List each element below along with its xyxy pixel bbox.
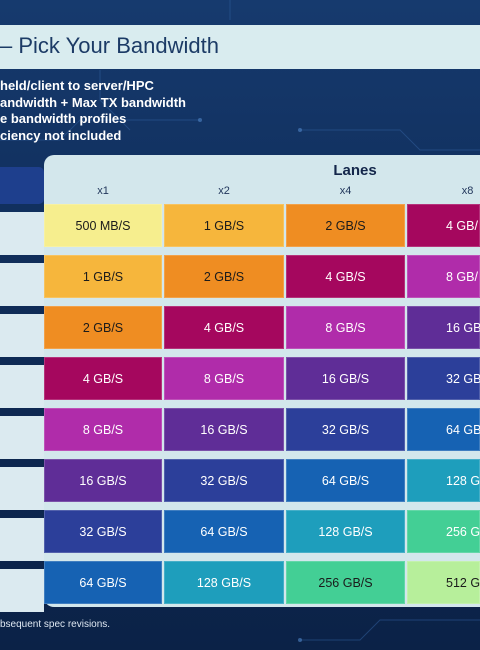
bandwidth-value: 64 GB/S [321,473,370,488]
bandwidth-cell: 64 GB/S [286,459,405,502]
bandwidth-value: 4 GB/S [325,269,366,284]
bandwidth-value: 16 GB/S [200,422,248,437]
bandwidth-value: 32 GB/S [321,422,370,437]
bandwidth-value: 128 GB [446,473,480,488]
row-label-band [0,365,44,408]
bandwidth-value: 32 GB [446,371,480,386]
bandwidth-cell: 2 GB/S [164,255,284,298]
lanes-label: Lanes [333,162,377,179]
bandwidth-value: 16 GB [446,320,480,335]
bandwidth-value: 32 GB/S [200,473,248,488]
row-label-band [0,212,44,255]
bandwidth-cell: 4 GB/S [44,357,162,400]
bandwidth-value: 256 GB [446,524,480,539]
bandwidth-cell: 128 GB [407,459,480,502]
bandwidth-cell: 2 GB/S [44,306,162,349]
bandwidth-cell: 16 GB/S [286,357,405,400]
bandwidth-value: 2 GB/S [325,218,366,233]
row-label-band [0,518,44,561]
bandwidth-cell: 1 GB/S [44,255,162,298]
bandwidth-cell: 1 GB/S [164,204,284,247]
bandwidth-cell: 32 GB/S [44,510,162,553]
title-band [0,25,480,69]
bandwidth-cell: 256 GB [407,510,480,553]
bandwidth-cell: 8 GB/S [44,408,162,451]
lane-column-header: x4 [339,185,352,197]
bandwidth-cell: 512 GB [407,561,480,604]
row-label-band [0,467,44,510]
bandwidth-cell: 4 GB/S [286,255,405,298]
bandwidth-value: 4 GB/S [82,371,124,386]
bandwidth-value: 2 GB/S [203,269,245,284]
lane-column-header: x1 [97,185,109,197]
bandwidth-value: 128 GB/S [318,524,373,539]
lane-column-header: x2 [218,185,230,197]
bandwidth-value: 512 GB [446,575,480,590]
bandwidth-cell: 8 GB/S [286,306,405,349]
bandwidth-value: 4 GB/S [203,320,245,335]
bandwidth-value: 500 MB/S [75,218,131,233]
bandwidth-cell: 8 GB/ [407,255,480,298]
bandwidth-cell: 500 MB/S [44,204,162,247]
bandwidth-cell: 4 GB/S [164,306,284,349]
bandwidth-cell: 2 GB/S [286,204,405,247]
lane-column-header: x8 [461,185,474,197]
bandwidth-cell: 16 GB [407,306,480,349]
bandwidth-cell: 16 GB/S [44,459,162,502]
bandwidth-value: 1 GB/S [203,218,245,233]
bandwidth-value: 16 GB/S [321,371,370,386]
bandwidth-cell: 128 GB/S [164,561,284,604]
bandwidth-value: 64 GB/S [200,524,248,539]
bullet-item: e bandwidth profiles [0,111,127,126]
bandwidth-value: 8 GB/S [82,422,124,437]
bandwidth-value: 128 GB/S [196,575,252,590]
bandwidth-cell: 16 GB/S [164,408,284,451]
bandwidth-value: 32 GB/S [79,524,127,539]
bandwidth-cell: 4 GB/ [407,204,480,247]
bullet-item: ciency not included [0,127,122,143]
bandwidth-cell: 32 GB/S [286,408,405,451]
bandwidth-cell: 128 GB/S [286,510,405,553]
row-label-band [0,416,44,459]
bandwidth-value: 16 GB/S [79,473,127,488]
footnote: bsequent spec revisions. [0,619,111,630]
bandwidth-cell: 32 GB [407,357,480,400]
bandwidth-cell: 64 GB/S [44,561,162,604]
bullet-item: held/client to server/HPC [0,78,154,93]
page-title: – Pick Your Bandwidth [0,33,219,58]
row-label-band [0,263,44,306]
bandwidth-value: 64 GB [446,422,480,437]
bandwidth-cell: 256 GB/S [286,561,405,604]
bandwidth-value: 64 GB/S [79,575,127,590]
bandwidth-cell: 8 GB/S [164,357,284,400]
bandwidth-value: 1 GB/S [82,269,124,284]
bandwidth-cell: 32 GB/S [164,459,284,502]
bandwidth-value: 8 GB/S [203,371,245,386]
row-label-band [0,569,44,612]
row-label-band [0,314,44,357]
bullet-list: held/client to server/HPC andwidth + Max… [0,78,186,144]
bandwidth-value: 8 GB/S [325,320,366,335]
bandwidth-value: 8 GB/ [446,269,478,284]
bandwidth-value: 256 GB/S [318,575,373,590]
bandwidth-cell: 64 GB/S [164,510,284,553]
bandwidth-value: 4 GB/ [446,218,478,233]
bandwidth-cell: 64 GB [407,408,480,451]
bullet-item: andwidth + Max TX bandwidth [0,94,186,110]
row-header-tab [0,167,44,204]
bandwidth-value: 2 GB/S [82,320,124,335]
